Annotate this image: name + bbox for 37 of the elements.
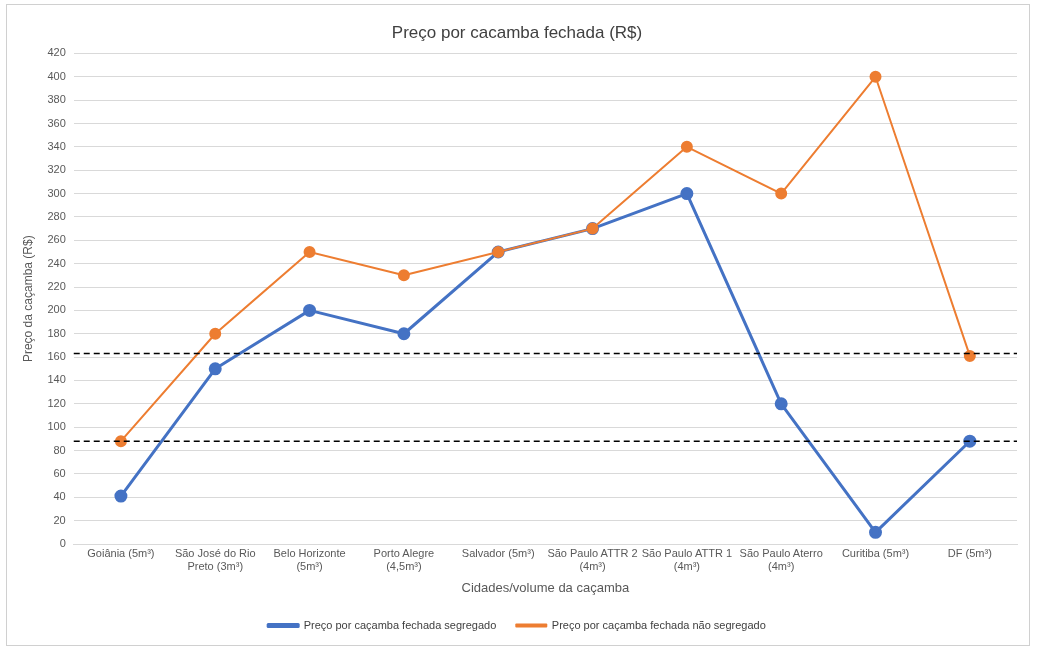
y-tick-label: 100 xyxy=(47,420,66,433)
y-tick-label: 40 xyxy=(53,490,66,503)
x-tick-label: Goiânia (5m³) xyxy=(87,546,155,559)
y-tick-label: 160 xyxy=(47,350,66,363)
y-tick-label: 60 xyxy=(53,466,66,479)
y-tick-label: 280 xyxy=(47,209,66,222)
x-axis-title: Cidades/volume da caçamba xyxy=(461,579,630,595)
y-tick-label: 140 xyxy=(47,373,66,386)
x-tick-label: São Paulo Aterro (4m³) xyxy=(739,546,823,572)
y-tick-label: 340 xyxy=(47,139,66,152)
chart-title: Preço por cacamba fechada (R$) xyxy=(391,22,643,42)
x-tick-label: São José do Rio Preto (3m³) xyxy=(174,546,256,572)
y-tick-label: 400 xyxy=(47,69,66,82)
y-tick-label: 380 xyxy=(47,93,66,106)
x-tick-label: São Paulo ATTR 1 (4m³) xyxy=(641,546,733,572)
x-tick-label: São Paulo ATTR 2 (4m³) xyxy=(547,546,638,572)
legend-label: Preço por caçamba fechada segregado xyxy=(303,618,497,631)
x-tick-label: Salvador (5m³) xyxy=(461,546,535,559)
y-tick-label: 200 xyxy=(47,303,66,316)
y-tick-label: 20 xyxy=(53,513,66,526)
y-tick-label: 80 xyxy=(53,443,66,456)
y-tick-label: 120 xyxy=(47,396,66,409)
y-tick-label: 0 xyxy=(59,537,66,550)
y-tick-label: 220 xyxy=(47,280,66,293)
y-tick-label: 320 xyxy=(47,163,66,176)
x-tick-label: Belo Horizonte (5m³) xyxy=(273,546,346,572)
x-tick-label: Porto Alegre (4,5m³) xyxy=(373,546,435,572)
y-tick-label: 300 xyxy=(47,186,66,199)
x-tick-label: DF (5m³) xyxy=(947,546,992,559)
y-tick-label: 360 xyxy=(47,116,66,129)
y-tick-label: 240 xyxy=(47,256,66,269)
y-axis-title: Preço da caçamba (R$) xyxy=(20,235,35,363)
y-tick-label: 180 xyxy=(47,326,66,339)
x-tick-label: Curitiba (5m³) xyxy=(841,546,910,559)
legend-label: Preço por caçamba fechada não segregado xyxy=(551,618,766,631)
y-tick-label: 260 xyxy=(47,233,66,246)
y-tick-label: 420 xyxy=(47,46,66,59)
